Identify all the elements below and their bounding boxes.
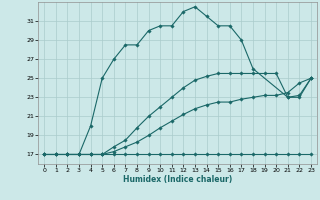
X-axis label: Humidex (Indice chaleur): Humidex (Indice chaleur) [123, 175, 232, 184]
